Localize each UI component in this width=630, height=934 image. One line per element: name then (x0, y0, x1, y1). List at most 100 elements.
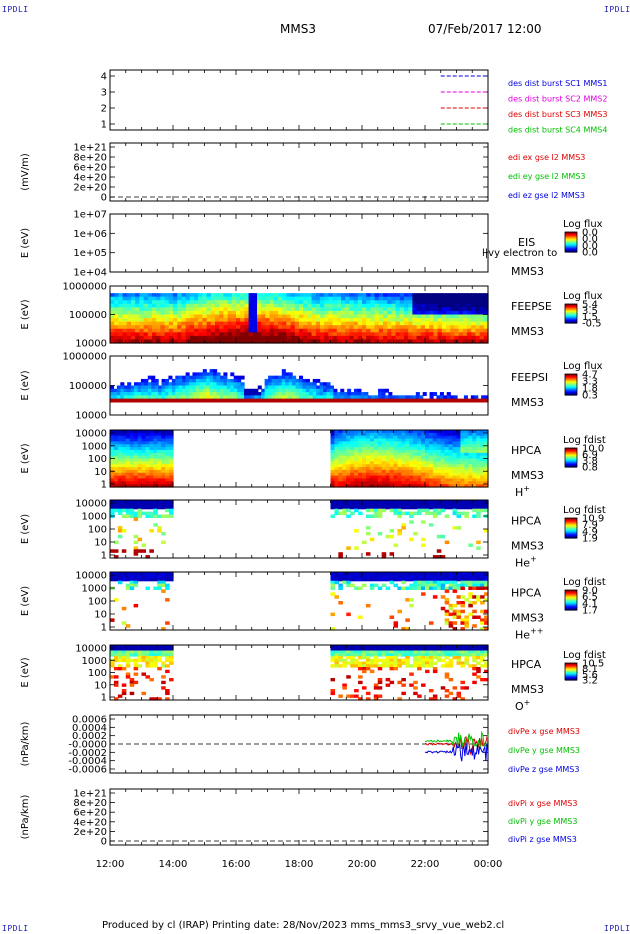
spectrogram-cell (460, 583, 465, 588)
extra-label: l|vy electron to (482, 248, 557, 259)
spectrogram-cell (421, 520, 426, 524)
spectrogram-cell (236, 318, 241, 323)
spectrogram-cell (145, 577, 150, 582)
spectrogram-cell (480, 595, 485, 599)
spectrogram-cell (353, 332, 359, 337)
spectrogram-cell (189, 335, 195, 341)
spectrogram-cell (350, 650, 355, 654)
spectrogram-cell (336, 318, 342, 323)
spectrogram-cell (389, 502, 395, 507)
spectrogram-cell (202, 293, 208, 298)
spectrogram-cell (441, 310, 447, 316)
spectrogram-cell (472, 508, 477, 513)
spectrogram-cell (409, 598, 414, 602)
spectrogram-cell (401, 653, 406, 657)
spectrogram-cell (405, 511, 410, 516)
spectrogram-cell (273, 296, 279, 301)
spectrogram-cell (413, 653, 418, 657)
spectrogram-cell (365, 661, 371, 665)
spectrogram-cell (334, 435, 339, 440)
spectrogram-cell (330, 447, 336, 451)
spectrogram-cell (198, 335, 203, 341)
spectrogram-cell (333, 395, 338, 400)
spectrogram-cell (428, 658, 434, 663)
spectrogram-cell (350, 458, 355, 462)
spectrogram-cell (350, 467, 355, 471)
spectrogram-cell (147, 339, 153, 344)
spectrogram-cell (476, 432, 481, 437)
spectrogram-cell (161, 449, 166, 454)
spectrogram-cell (484, 458, 489, 462)
spectrogram-cell (125, 458, 131, 462)
spectrogram-cell (484, 664, 489, 668)
spectrogram-cell (413, 469, 418, 474)
colorbar-cell (565, 675, 577, 677)
spectrogram-cell (436, 395, 441, 400)
spectrogram-cell (139, 310, 145, 316)
spectrogram-cell (387, 307, 392, 312)
spectrogram-cell (143, 307, 149, 312)
spectrogram-cell (244, 398, 249, 403)
spectrogram-cell (230, 372, 235, 377)
spectrogram-cell (428, 647, 434, 652)
spectrogram-cell (320, 321, 325, 326)
ytick-label: 1000 (82, 656, 107, 667)
spectrogram-cell (121, 455, 127, 460)
spectrogram-cell (472, 601, 477, 605)
spectrogram-cell (362, 686, 367, 690)
spectrogram-cell (395, 339, 401, 344)
spectrogram-cell (428, 572, 434, 576)
spectrogram-cell (440, 502, 446, 507)
spectrogram-cell (408, 328, 413, 333)
spectrogram-cell (468, 601, 473, 605)
spectrogram-cell (440, 435, 446, 440)
spectrogram-cell (405, 455, 410, 460)
spectrogram-cell (448, 472, 454, 477)
colorbar-cell (565, 524, 577, 527)
spectrogram-cell (152, 300, 157, 305)
spectrogram-cell (391, 300, 397, 305)
spectrogram-cell (346, 661, 351, 665)
spectrogram-cell (471, 332, 476, 337)
spectrogram-cell (143, 300, 149, 305)
colorbar-tick-label: 6.9 (582, 450, 598, 461)
spectrogram-cell (153, 502, 158, 507)
spectrogram-cell (346, 475, 351, 480)
spectrogram-cell (350, 645, 355, 649)
spectrogram-cell (141, 647, 147, 652)
spectrogram-cell (393, 656, 399, 660)
spectrogram-cell (401, 430, 406, 434)
spectrogram-cell (385, 478, 391, 482)
spectrogram-cell (405, 395, 410, 400)
spectrogram-cell (421, 441, 426, 445)
spectrogram-cell (206, 398, 211, 403)
spectrogram-cell (436, 508, 442, 513)
colorbar-cell (565, 461, 577, 463)
spectrogram-cell (151, 392, 156, 396)
spectrogram-cell (358, 461, 363, 465)
spectrogram-cell (342, 472, 347, 477)
spectrogram-cell (370, 325, 376, 330)
spectrogram-cell (215, 321, 220, 326)
spectrogram-cell (137, 574, 143, 579)
spectrogram-cell (484, 472, 489, 477)
spectrogram-cell (160, 307, 166, 312)
spectrogram-cell (330, 586, 336, 590)
spectrogram-cell (428, 664, 434, 668)
spectrogram-cell (362, 447, 367, 451)
spectrogram-cell (122, 307, 128, 312)
spectrogram-cell (121, 484, 127, 488)
spectrogram-cell (213, 388, 218, 393)
spectrogram-cell (436, 444, 442, 448)
spectrogram-cell (365, 505, 371, 510)
spectrogram-cell (195, 378, 200, 383)
spectrogram-cell (345, 293, 350, 298)
spectrogram-cell (409, 683, 414, 687)
spectrogram-cell (420, 300, 426, 305)
spectrogram-cell (290, 303, 296, 308)
spectrogram-cell (420, 332, 426, 337)
spectrogram-cell (316, 388, 321, 393)
spectrogram-cell (458, 307, 464, 312)
spectrogram-cell (358, 680, 363, 685)
spectrogram-cell (157, 647, 162, 652)
